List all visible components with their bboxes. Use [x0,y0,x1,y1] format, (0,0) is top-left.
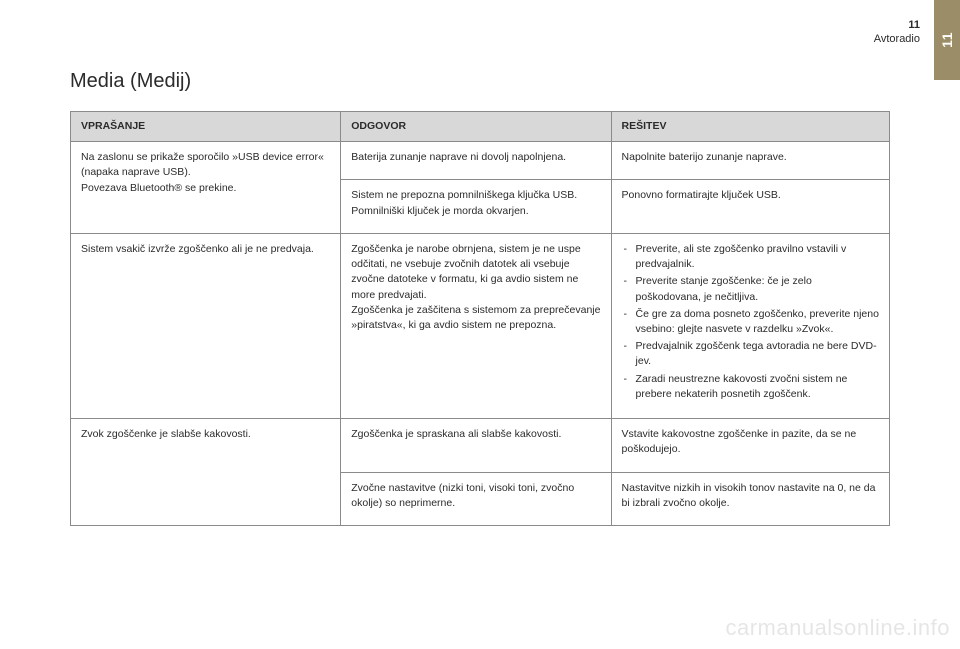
cell-solution: Vstavite kakovostne zgoščenke in pazite,… [611,419,889,472]
faq-table: VPRAŠANJE ODGOVOR REŠITEV Na zaslonu se … [70,111,890,526]
cell-question: Zvok zgoščenke je slabše kakovosti. [71,419,341,526]
cell-solution: Napolnite baterijo zunanje naprave. [611,142,889,180]
cell-question: Na zaslonu se prikaže sporočilo »USB dev… [71,142,341,234]
list-item: Preverite stanje zgoščenke: če je zelo p… [636,274,879,306]
chapter-tab-number: 11 [939,32,955,48]
col-answer: ODGOVOR [341,112,611,142]
chapter-name: Avtoradio [874,33,920,45]
cell-solution: Preverite, ali ste zgoščenko pravilno vs… [611,233,889,418]
cell-solution: Nastavitve nizkih in visokih tonov nasta… [611,472,889,525]
cell-answer: Zvočne nastavitve (nizki toni, visoki to… [341,472,611,525]
cell-answer: Baterija zunanje naprave ni dovolj napol… [341,142,611,180]
table-row: Na zaslonu se prikaže sporočilo »USB dev… [71,142,890,180]
col-question: VPRAŠANJE [71,112,341,142]
page-title: Media (Medij) [70,70,890,93]
list-item: Če gre za doma posneto zgoščenko, prever… [636,307,879,339]
solution-list: Preverite, ali ste zgoščenko pravilno vs… [622,242,879,404]
table-header-row: VPRAŠANJE ODGOVOR REŠITEV [71,112,890,142]
cell-solution: Ponovno formatirajte ključek USB. [611,180,889,233]
table-row: Sistem vsakič izvrže zgoščenko ali je ne… [71,233,890,418]
col-solution: REŠITEV [611,112,889,142]
chapter-side-tab: 11 [934,0,960,80]
cell-answer: Zgoščenka je spraskana ali slabše kakovo… [341,419,611,472]
list-item: Zaradi neustrezne kakovosti zvočni siste… [636,372,879,404]
page-content: Media (Medij) VPRAŠANJE ODGOVOR REŠITEV … [70,70,890,526]
cell-answer: Sistem ne prepozna pomnilniškega ključka… [341,180,611,233]
list-item: Preverite, ali ste zgoščenko pravilno vs… [636,242,879,274]
table-row: Zvok zgoščenke je slabše kakovosti. Zgoš… [71,419,890,472]
chapter-number: 11 [908,19,920,31]
watermark-text: carmanualsonline.info [725,615,950,641]
cell-answer: Zgoščenka je narobe obrnjena, sistem je … [341,233,611,418]
list-item: Predvajalnik zgoščenk tega avtoradia ne … [636,339,879,371]
page-header: 11 Avtoradio [874,18,920,47]
cell-question: Sistem vsakič izvrže zgoščenko ali je ne… [71,233,341,418]
